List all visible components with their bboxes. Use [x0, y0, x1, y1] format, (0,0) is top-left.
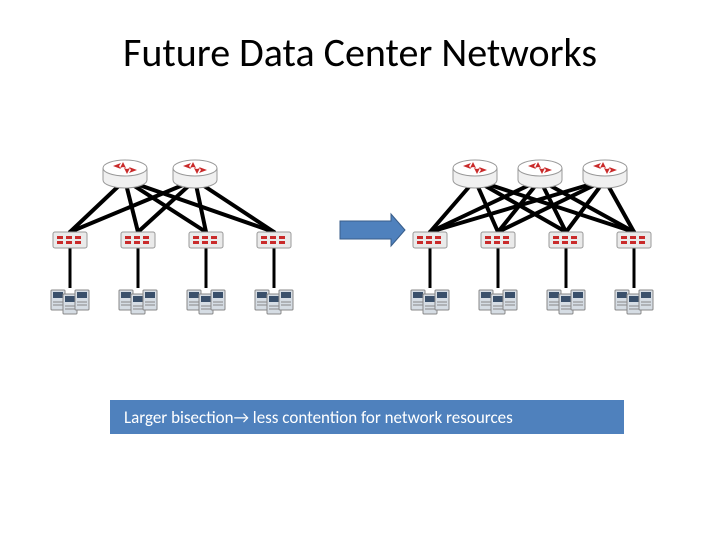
caption-text: Larger bisection→ less contention for ne… [124, 407, 513, 428]
caption-box: Larger bisection→ less contention for ne… [110, 400, 624, 434]
slide-title: Future Data Center Networks [0, 28, 720, 77]
slide: Future Data Center Networks Larger bisec… [0, 0, 720, 540]
network-diagram [30, 150, 690, 350]
